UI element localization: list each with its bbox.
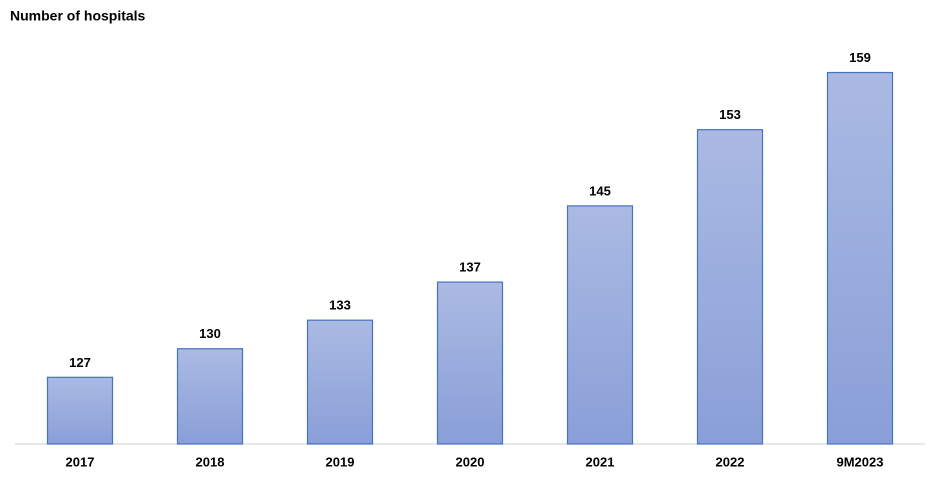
bar [696,129,764,445]
value-label: 137 [459,260,481,275]
x-tick-label: 9M2023 [837,454,884,469]
x-tick-label: 2020 [456,454,485,469]
x-tick-label: 2018 [196,454,225,469]
bar [566,205,634,445]
value-label: 159 [849,50,871,65]
bar [436,281,504,445]
bar [176,348,244,445]
value-label: 127 [69,355,91,370]
x-tick-label: 2017 [66,454,95,469]
bar [46,376,114,445]
bar [306,319,374,445]
value-label: 133 [329,298,351,313]
bar [826,71,894,445]
x-tick-label: 2019 [326,454,355,469]
value-label: 130 [199,326,221,341]
value-label: 145 [589,183,611,198]
chart-title: Number of hospitals [10,8,146,24]
x-tick-label: 2021 [586,454,615,469]
value-label: 153 [719,107,741,122]
x-tick-label: 2022 [716,454,745,469]
